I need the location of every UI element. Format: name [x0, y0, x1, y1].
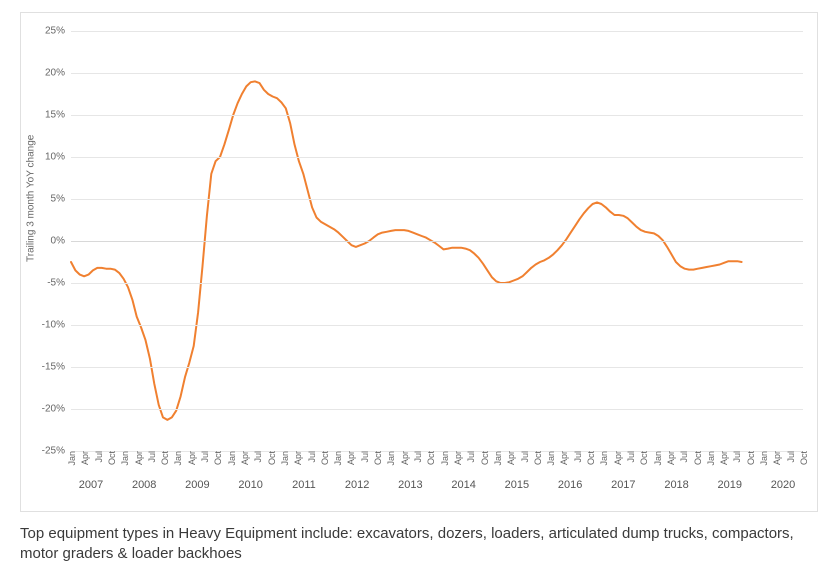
- x-month-label: Jul: [466, 451, 476, 463]
- x-month-label: Jan: [120, 451, 130, 466]
- x-month-label: Jul: [307, 451, 317, 463]
- x-month-label: Jan: [546, 451, 556, 466]
- x-year-label: 2008: [132, 479, 156, 491]
- x-month-label: Jan: [759, 451, 769, 466]
- y-gridline: [71, 367, 803, 368]
- x-month-label: Apr: [719, 451, 729, 465]
- x-month-label: Jul: [573, 451, 583, 463]
- x-month-label: Jul: [200, 451, 210, 463]
- x-month-label: Jul: [520, 451, 530, 463]
- y-tick-label: -25%: [42, 446, 65, 457]
- x-month-label: Apr: [134, 451, 144, 465]
- x-month-label: Oct: [160, 451, 170, 465]
- x-month-label: Jul: [147, 451, 157, 463]
- x-month-label: Jan: [386, 451, 396, 466]
- y-axis-title: Trailing 3 month YoY change: [26, 135, 37, 262]
- x-month-label: Oct: [107, 451, 117, 465]
- x-month-label: Apr: [240, 451, 250, 465]
- x-month-label: Apr: [453, 451, 463, 465]
- x-month-label: Jan: [706, 451, 716, 466]
- x-month-label: Oct: [213, 451, 223, 465]
- y-tick-label: -10%: [42, 320, 65, 331]
- y-gridline: [71, 241, 803, 242]
- y-tick-label: 20%: [45, 68, 65, 79]
- x-month-label: Oct: [373, 451, 383, 465]
- y-gridline: [71, 325, 803, 326]
- x-month-label: Apr: [346, 451, 356, 465]
- plot-area: -25%-20%-15%-10%-5%0%5%10%15%20%25%JanAp…: [71, 31, 803, 451]
- x-month-label: Jan: [599, 451, 609, 466]
- page-root: Trailing 3 month YoY change -25%-20%-15%…: [0, 0, 838, 578]
- x-month-label: Oct: [799, 451, 809, 465]
- data-line: [71, 81, 742, 420]
- y-gridline: [71, 157, 803, 158]
- x-month-label: Jan: [67, 451, 77, 466]
- chart-frame: Trailing 3 month YoY change -25%-20%-15%…: [20, 12, 818, 512]
- x-month-label: Oct: [639, 451, 649, 465]
- y-tick-label: 5%: [51, 194, 65, 205]
- x-month-label: Jul: [732, 451, 742, 463]
- x-year-label: 2007: [79, 479, 103, 491]
- y-gridline: [71, 283, 803, 284]
- x-year-label: 2011: [292, 479, 316, 491]
- y-tick-label: -20%: [42, 404, 65, 415]
- x-month-label: Apr: [187, 451, 197, 465]
- x-month-label: Jul: [360, 451, 370, 463]
- x-month-label: Jul: [786, 451, 796, 463]
- chart-caption: Top equipment types in Heavy Equipment i…: [20, 524, 818, 565]
- y-tick-label: 25%: [45, 26, 65, 37]
- x-year-label: 2015: [505, 479, 529, 491]
- x-month-label: Jul: [94, 451, 104, 463]
- x-month-label: Jan: [440, 451, 450, 466]
- x-year-label: 2010: [238, 479, 262, 491]
- x-month-label: Jan: [227, 451, 237, 466]
- x-month-label: Jul: [413, 451, 423, 463]
- x-month-label: Oct: [746, 451, 756, 465]
- x-month-label: Oct: [267, 451, 277, 465]
- x-month-label: Oct: [586, 451, 596, 465]
- x-year-label: 2020: [771, 479, 795, 491]
- x-month-label: Apr: [666, 451, 676, 465]
- x-month-label: Jan: [173, 451, 183, 466]
- x-month-label: Apr: [559, 451, 569, 465]
- x-month-label: Apr: [772, 451, 782, 465]
- x-year-label: 2017: [611, 479, 635, 491]
- x-month-label: Oct: [480, 451, 490, 465]
- x-year-label: 2018: [664, 479, 688, 491]
- x-month-label: Jul: [626, 451, 636, 463]
- x-month-label: Jan: [333, 451, 343, 466]
- x-month-label: Oct: [693, 451, 703, 465]
- y-tick-label: 10%: [45, 152, 65, 163]
- x-month-label: Jul: [679, 451, 689, 463]
- x-month-label: Jan: [653, 451, 663, 466]
- y-tick-label: -5%: [47, 278, 65, 289]
- x-month-label: Jan: [493, 451, 503, 466]
- x-month-label: Apr: [80, 451, 90, 465]
- x-month-label: Oct: [426, 451, 436, 465]
- y-tick-label: -15%: [42, 362, 65, 373]
- x-month-label: Apr: [613, 451, 623, 465]
- x-year-label: 2012: [345, 479, 369, 491]
- y-tick-label: 0%: [51, 236, 65, 247]
- y-tick-label: 15%: [45, 110, 65, 121]
- y-gridline: [71, 73, 803, 74]
- y-gridline: [71, 409, 803, 410]
- y-gridline: [71, 31, 803, 32]
- x-month-label: Apr: [400, 451, 410, 465]
- y-gridline: [71, 115, 803, 116]
- x-month-label: Apr: [293, 451, 303, 465]
- x-month-label: Oct: [320, 451, 330, 465]
- y-gridline: [71, 199, 803, 200]
- x-year-label: 2019: [718, 479, 742, 491]
- x-month-label: Apr: [506, 451, 516, 465]
- x-year-label: 2013: [398, 479, 422, 491]
- x-year-label: 2014: [451, 479, 475, 491]
- x-month-label: Jan: [280, 451, 290, 466]
- x-month-label: Oct: [533, 451, 543, 465]
- x-month-label: Jul: [253, 451, 263, 463]
- x-year-label: 2009: [185, 479, 209, 491]
- x-year-label: 2016: [558, 479, 582, 491]
